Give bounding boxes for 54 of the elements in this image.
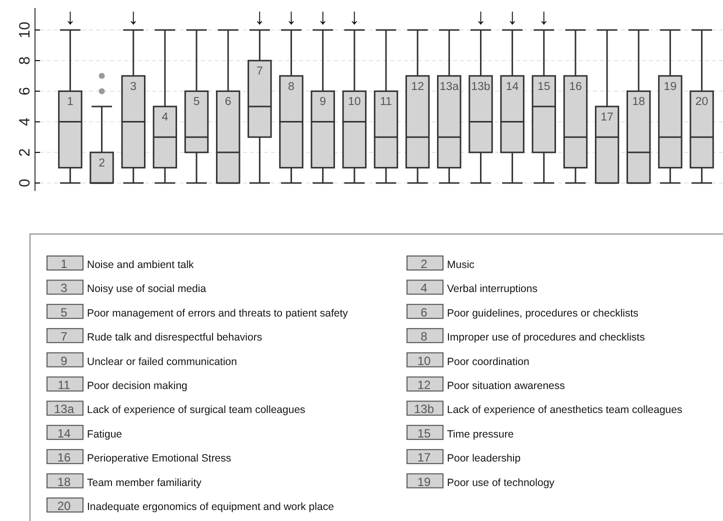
x-tick-label: 19 [664,80,677,93]
number-swatch: 20 [46,498,84,513]
key-table: 1 Noise and ambient talk 2 Music 3 Noisy use of social media 4 Verbal interruptions 5 Poor management of errors and threats to patient safety 6 Poor guidelines, procedures or checklists 7 Rude talk and disrespectful behaviors 8 Improper use of procedures and checklists 9 Unclear or failed communication 10 Poor coordination 11 Poor decision making 12 Poor situation awareness 13a Lack of experience of surgical team colleagues 13b Lack of experience of anesthetics team colleagues 14 Fatigue 15 Time pressure 16 Perioperative Emotional Stress 17 Poor leadership 18 Team member familiarity 19 Poor use of technology 20 Inadequate ergonomics of equipment and work place [30,234,723,521]
x-tick-label: 15 [537,80,550,93]
number-swatch: 16 [46,449,84,465]
number-swatch: 5 [46,304,84,320]
x-tick-label: 11 [380,96,392,108]
annotation: ↓ [506,4,518,29]
x-tick-label: 5 [193,96,200,108]
x-tick-label: 20 [695,96,708,108]
number-swatch: 17 [406,449,444,465]
x-tick-label: 3 [130,80,137,93]
y-tick-label: 8 [16,56,34,65]
number-swatch: 12 [406,376,444,392]
annotation: ↓ [348,4,360,29]
annotation: ↓ [538,4,550,29]
number-swatch: 11 [46,376,84,392]
number-swatch: 13b [406,400,444,416]
number-swatch: 18 [46,473,84,489]
x-tick-label: 17 [600,112,614,124]
number-swatch: 3 [46,280,84,296]
annotation: ↓ [475,4,486,29]
x-tick-label: 18 [632,96,646,108]
y-tick-label: 0 [16,178,34,188]
number-swatch: 4 [406,280,444,296]
number-swatch: 13a [46,400,84,416]
number-swatch: 10 [406,352,444,368]
number-swatch: 1 [46,256,84,271]
number-swatch: 14 [46,424,84,440]
annotation: ↓ [254,4,266,29]
x-tick-label: 8 [288,80,294,93]
x-tick-label: 1 [67,96,74,108]
number-swatch: 19 [406,473,444,489]
y-tick-label: 10 [16,22,34,38]
number-swatch: 6 [406,304,444,320]
x-tick-label: 13b [471,80,490,93]
x-tick-label: 13a [440,80,460,93]
number-swatch: 9 [46,352,84,368]
number-swatch: 15 [406,424,444,440]
x-tick-label: 14 [506,80,520,93]
x-tick-label: 9 [320,96,326,108]
y-tick-label: 2 [16,148,34,157]
number-swatch: 8 [406,328,444,344]
number-swatch: 2 [406,256,444,271]
annotation: ↓ [286,4,297,29]
x-tick-label: 12 [411,80,424,93]
x-tick-label: 7 [256,66,263,78]
annotation: ↓ [128,4,139,29]
x-tick-label: 16 [569,80,582,93]
annotation: ↓ [64,4,76,29]
x-tick-label: 6 [224,96,232,108]
number-swatch: 7 [46,328,84,344]
annotation: ↓ [317,4,328,29]
x-tick-label: 10 [348,96,361,108]
